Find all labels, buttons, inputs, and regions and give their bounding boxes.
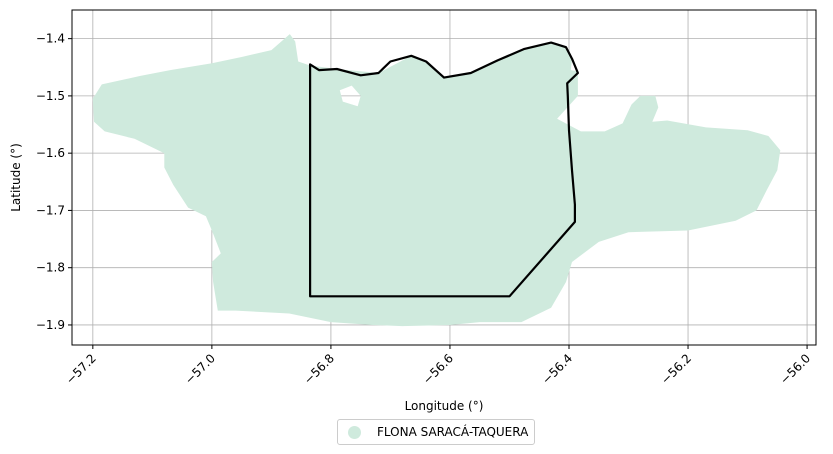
boundary-outline — [309, 41, 579, 298]
y-tick-label: −1.7 — [36, 203, 65, 217]
x-tick-label: −56.2 — [658, 351, 694, 387]
x-tick-label: −56.0 — [777, 351, 813, 387]
forest-region — [92, 34, 781, 327]
x-tick-label: −57.2 — [63, 351, 99, 387]
y-tick-label: −1.6 — [36, 146, 65, 160]
x-tick-label: −57.0 — [182, 351, 218, 387]
legend: FLONA SARACÁ-TAQUERA — [337, 419, 536, 445]
y-tick-label: −1.5 — [36, 89, 65, 103]
plot-frame — [71, 9, 817, 346]
legend-marker — [348, 425, 361, 439]
y-axis-label: Latitude (°) — [9, 143, 23, 212]
x-tick-label: −56.6 — [420, 351, 456, 387]
y-tick-label: −1.4 — [36, 32, 65, 46]
y-tick-label: −1.8 — [36, 261, 65, 275]
map-regions — [92, 34, 781, 327]
x-axis-label: Longitude (°) — [405, 399, 484, 413]
x-tick-label: −56.4 — [539, 351, 575, 387]
x-tick-label: −56.8 — [301, 351, 337, 387]
y-tick-label: −1.9 — [36, 318, 65, 332]
legend-label: FLONA SARACÁ-TAQUERA — [377, 425, 529, 439]
